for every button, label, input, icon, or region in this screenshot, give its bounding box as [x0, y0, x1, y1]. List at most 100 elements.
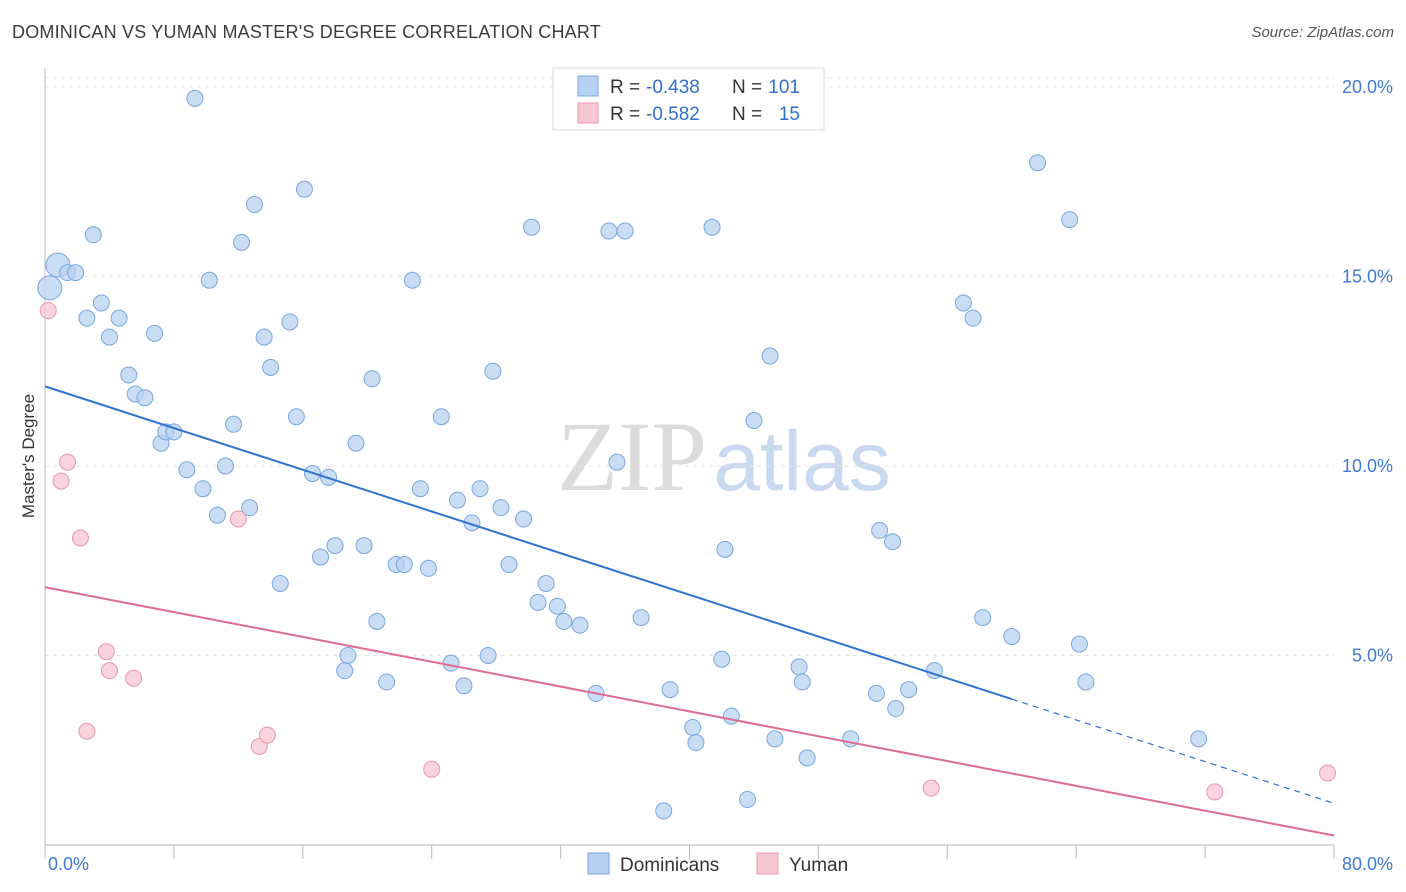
dominicans-point: [492, 499, 510, 517]
watermark-atlas: atlas: [713, 414, 890, 508]
x-tick-label-max: 80.0%: [1342, 854, 1393, 874]
dominicans-point: [974, 609, 992, 627]
dominicans-point: [403, 271, 421, 289]
yuman-point: [1206, 783, 1224, 801]
watermark-zip: ZIP: [557, 401, 707, 512]
dominicans-point: [790, 658, 808, 676]
dominicans-point: [867, 684, 885, 702]
y-tick-label: 5.0%: [1352, 645, 1393, 665]
dominicans-points: [37, 89, 1208, 820]
dominicans-point: [1029, 154, 1047, 172]
source-label: Source: ZipAtlas.com: [1251, 24, 1394, 41]
dominicans-trend-extension: [1011, 698, 1335, 804]
dominicans-point: [448, 491, 466, 509]
dominicans-point: [555, 612, 573, 630]
dominicans-point: [295, 180, 313, 198]
dominicans-point: [255, 328, 273, 346]
dominicans-point: [363, 370, 381, 388]
dominicans-swatch: [577, 75, 599, 97]
dominicans-point: [1003, 628, 1021, 646]
y-tick-label: 20.0%: [1342, 77, 1393, 97]
dominicans-point: [687, 734, 705, 752]
dominicans-point: [225, 415, 243, 433]
yuman-point: [229, 510, 247, 528]
dominicans-point: [684, 719, 702, 737]
dominicans-point: [537, 574, 555, 592]
legend-dominicans-swatch: [587, 852, 610, 875]
dominicans-point: [471, 480, 489, 498]
dominicans-point: [245, 195, 263, 213]
legend-yuman-swatch: [756, 852, 779, 875]
dominicans-point: [600, 222, 618, 240]
dominicans-point: [455, 677, 473, 695]
dominicans-point: [1190, 730, 1208, 748]
dominicans-point: [529, 593, 547, 611]
chart-title: DOMINICAN VS YUMAN MASTER'S DEGREE CORRE…: [12, 22, 601, 42]
dominicans-point: [1070, 635, 1088, 653]
yuman-r-label: R =: [610, 104, 640, 125]
dominicans-point: [92, 294, 110, 312]
dominicans-point: [186, 89, 204, 107]
yuman-point: [100, 662, 118, 680]
yuman-points: [39, 302, 1337, 801]
dominicans-point: [355, 537, 373, 555]
dominicans-point: [484, 362, 502, 380]
dominicans-point: [761, 347, 779, 365]
dominicans-point: [411, 480, 429, 498]
yuman-n-value: 15: [779, 104, 800, 125]
dominicans-trend-line: [44, 385, 1013, 701]
dominicans-point: [241, 499, 259, 517]
dominicans-point: [165, 423, 183, 441]
yuman-point: [125, 669, 143, 687]
yuman-trend-line: [44, 586, 1335, 837]
dominicans-point: [120, 366, 138, 384]
dominicans-point: [887, 700, 905, 718]
dominicans-point: [378, 673, 396, 691]
yuman-point: [423, 760, 441, 778]
dominicans-point: [798, 749, 816, 767]
dominicans-point: [703, 218, 721, 236]
dominicans-point: [326, 537, 344, 555]
dominicans-point: [84, 226, 102, 244]
dominicans-point: [136, 389, 154, 407]
dominicans-point: [336, 662, 354, 680]
dominicans-point: [954, 294, 972, 312]
yuman-swatch: [577, 102, 599, 124]
dominicans-point: [271, 574, 289, 592]
dominicans-point: [200, 271, 218, 289]
dominicans-point: [178, 461, 196, 479]
dominicans-point: [1061, 211, 1079, 229]
dominicans-point: [100, 328, 118, 346]
y-tick-labels: 5.0% 10.0% 15.0% 20.0%: [1342, 77, 1393, 666]
dominicans-r-value: -0.438: [646, 77, 700, 98]
dominicans-point: [515, 510, 533, 528]
x-tick-label-min: 0.0%: [48, 854, 89, 874]
dominicans-point: [655, 802, 673, 820]
dominicans-point: [368, 612, 386, 630]
dominicans-point: [766, 730, 784, 748]
yuman-point: [39, 302, 57, 320]
yuman-point: [258, 726, 276, 744]
dominicans-n-value: 101: [768, 77, 800, 98]
dominicans-point: [871, 521, 889, 539]
dominicans-point: [442, 654, 460, 672]
dominicans-point: [432, 408, 450, 426]
yuman-n-label: N =: [732, 104, 762, 125]
y-axis-title: Master's Degree: [19, 394, 38, 518]
dominicans-point: [1077, 673, 1095, 691]
x-ticks: [44, 845, 1335, 859]
dominicans-point: [347, 434, 365, 452]
series-legend: Dominicans Yuman: [587, 852, 848, 876]
yuman-point: [59, 453, 77, 471]
dominicans-point: [884, 533, 902, 551]
legend-yuman-label: Yuman: [789, 855, 848, 876]
yuman-point: [71, 529, 89, 547]
dominicans-point: [716, 540, 734, 558]
dominicans-point: [419, 559, 437, 577]
dominicans-point: [281, 313, 299, 331]
dominicans-point: [194, 480, 212, 498]
y-tick-label: 15.0%: [1342, 266, 1393, 286]
dominicans-point: [571, 616, 589, 634]
dominicans-point: [964, 309, 982, 327]
yuman-point: [78, 722, 96, 740]
